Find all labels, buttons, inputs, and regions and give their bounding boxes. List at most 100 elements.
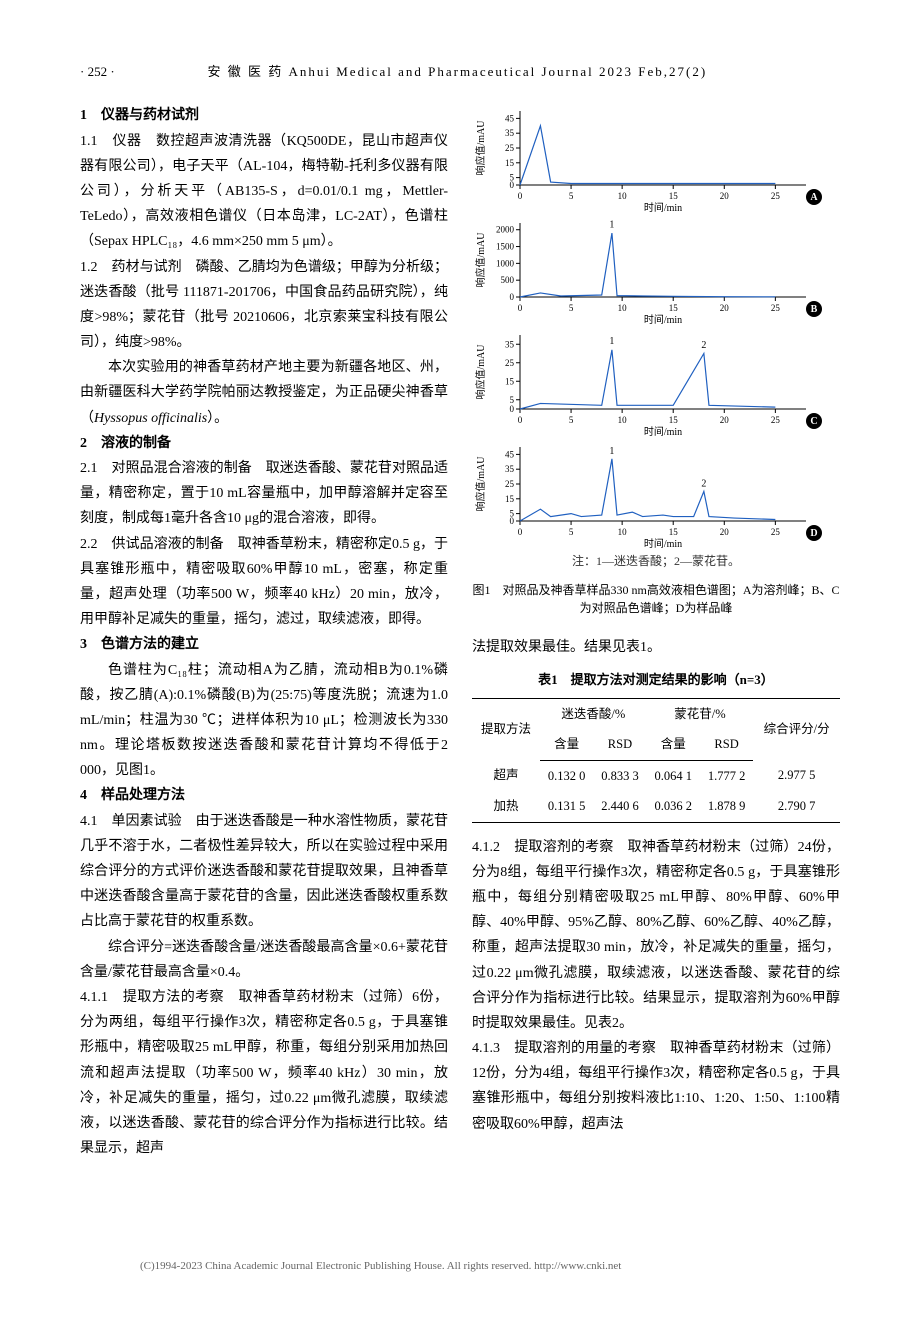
- chromatogram-panel-c: 051015202505152535时间/min响应值/mAU12C: [472, 327, 840, 437]
- after-chart-para: 法提取效果最佳。结果见表1。: [472, 635, 840, 660]
- svg-text:20: 20: [720, 191, 730, 201]
- svg-text:5: 5: [569, 303, 574, 313]
- col-rsd-1: RSD: [593, 729, 646, 760]
- svg-text:时间/min: 时间/min: [644, 201, 682, 213]
- text: ）。: [207, 411, 228, 426]
- svg-text:10: 10: [618, 191, 628, 201]
- svg-text:25: 25: [505, 358, 515, 368]
- svg-text:响应值/mAU: 响应值/mAU: [474, 232, 487, 288]
- svg-text:15: 15: [669, 191, 679, 201]
- svg-text:10: 10: [618, 303, 628, 313]
- svg-text:45: 45: [505, 450, 515, 460]
- svg-text:20: 20: [720, 303, 730, 313]
- svg-text:0: 0: [518, 191, 523, 201]
- section-4-1-2: 4.1.2 提取溶剂的考察 取神香草药材粉末（过筛）24份，分为8组，每组平行操…: [472, 835, 840, 1037]
- col-content-1: 含量: [540, 729, 593, 760]
- section-2-2: 2.2 供试品溶液的制备 取神香草粉末，精密称定0.5 g，于具塞锥形瓶中，精密…: [80, 532, 448, 633]
- section-2-1: 2.1 对照品混合溶液的制备 取迷迭香酸、蒙花苷对照品适量，精密称定，置于10 …: [80, 456, 448, 532]
- svg-text:D: D: [810, 528, 817, 539]
- svg-text:25: 25: [505, 479, 515, 489]
- svg-text:0: 0: [518, 415, 523, 425]
- page-footer: (C)1994-2023 China Academic Journal Elec…: [80, 1257, 840, 1277]
- figure-note: 注：1—迷迭香酸；2—蒙花苷。: [472, 551, 840, 573]
- left-column: 1 仪器与药材试剂 1.1 仪器 数控超声波清洗器（KQ500DE，昆山市超声仪…: [80, 103, 448, 1161]
- section-4-title: 4 样品处理方法: [80, 783, 448, 808]
- section-4-1b: 综合评分=迷迭香酸含量/迷迭香酸最高含量×0.6+蒙花苷含量/蒙花苷最高含量×0…: [80, 935, 448, 985]
- page-header: · 252 · 安 徽 医 药 Anhui Medical and Pharma…: [80, 60, 840, 83]
- svg-text:2: 2: [701, 340, 706, 351]
- svg-text:时间/min: 时间/min: [644, 313, 682, 325]
- svg-text:响应值/mAU: 响应值/mAU: [474, 456, 487, 512]
- svg-text:15: 15: [505, 494, 515, 504]
- svg-text:25: 25: [771, 303, 781, 313]
- svg-text:1: 1: [609, 446, 614, 457]
- table-row: 加热0.131 52.440 60.036 21.878 92.790 7: [472, 791, 840, 822]
- table-cell: 2.977 5: [753, 760, 840, 791]
- table-cell: 2.440 6: [593, 791, 646, 822]
- col-rsd-2: RSD: [700, 729, 753, 760]
- table-cell: 超声: [472, 760, 540, 791]
- figure-1-charts: 05101520250515253545时间/min响应值/mAUA051015…: [472, 103, 840, 549]
- chromatogram-panel-a: 05101520250515253545时间/min响应值/mAUA: [472, 103, 840, 213]
- section-1-2b: 本次实验用的神香草药材产地主要为新疆各地区、州，由新疆医科大学药学院帕丽达教授鉴…: [80, 355, 448, 431]
- svg-text:25: 25: [771, 191, 781, 201]
- svg-text:25: 25: [771, 527, 781, 537]
- table-cell: 0.064 1: [647, 760, 700, 791]
- svg-text:2000: 2000: [496, 225, 515, 235]
- svg-text:5: 5: [569, 527, 574, 537]
- svg-text:45: 45: [505, 114, 515, 124]
- svg-text:0: 0: [510, 404, 515, 414]
- page-number: · 252 ·: [80, 60, 115, 83]
- svg-text:A: A: [810, 192, 818, 203]
- col-content-2: 含量: [647, 729, 700, 760]
- svg-text:响应值/mAU: 响应值/mAU: [474, 120, 487, 176]
- svg-text:5: 5: [569, 415, 574, 425]
- svg-text:响应值/mAU: 响应值/mAU: [474, 344, 487, 400]
- svg-text:10: 10: [618, 415, 628, 425]
- table-cell: 0.833 3: [593, 760, 646, 791]
- table-cell: 0.036 2: [647, 791, 700, 822]
- svg-text:1000: 1000: [496, 259, 515, 269]
- col-score: 综合评分/分: [753, 698, 840, 760]
- section-1-1: 1.1 仪器 数控超声波清洗器（KQ500DE，昆山市超声仪器有限公司），电子天…: [80, 129, 448, 255]
- section-2-title: 2 溶液的制备: [80, 431, 448, 456]
- svg-text:0: 0: [518, 303, 523, 313]
- figure-1-caption: 图1 对照品及神香草样品330 nm高效液相色谱图；A为溶剂峰；B、C为对照品色…: [472, 581, 840, 617]
- svg-text:1: 1: [609, 220, 614, 231]
- svg-text:5: 5: [510, 509, 515, 519]
- table-cell: 0.131 5: [540, 791, 593, 822]
- svg-text:B: B: [811, 304, 818, 315]
- section-3-title: 3 色谱方法的建立: [80, 632, 448, 657]
- svg-text:35: 35: [505, 465, 515, 475]
- section-1-title: 1 仪器与药材试剂: [80, 103, 448, 128]
- table-cell: 加热: [472, 791, 540, 822]
- chromatogram-panel-b: 05101520250500100015002000时间/min响应值/mAU1…: [472, 215, 840, 325]
- table-cell: 0.132 0: [540, 760, 593, 791]
- table-1-caption: 表1 提取方法对测定结果的影响（n=3）: [472, 668, 840, 691]
- svg-text:时间/min: 时间/min: [644, 537, 682, 549]
- svg-text:5: 5: [510, 395, 515, 405]
- section-1-2: 1.2 药材与试剂 磷酸、乙腈均为色谱级；甲醇为分析级；迷迭香酸（批号 1118…: [80, 255, 448, 356]
- svg-text:15: 15: [505, 158, 515, 168]
- chromatogram-panel-d: 05101520250515253545时间/min响应值/mAU12D: [472, 439, 840, 549]
- svg-text:1: 1: [609, 336, 614, 347]
- svg-text:25: 25: [505, 143, 515, 153]
- svg-text:10: 10: [618, 527, 628, 537]
- journal-name: 安 徽 医 药 Anhui Medical and Pharmaceutical…: [208, 60, 708, 83]
- svg-text:时间/min: 时间/min: [644, 425, 682, 437]
- svg-text:15: 15: [669, 415, 679, 425]
- svg-text:15: 15: [669, 527, 679, 537]
- svg-text:2: 2: [701, 479, 706, 490]
- table-row: 超声0.132 00.833 30.064 11.777 22.977 5: [472, 760, 840, 791]
- col-group-2: 蒙花苷/%: [647, 698, 754, 729]
- svg-text:15: 15: [669, 303, 679, 313]
- svg-text:20: 20: [720, 527, 730, 537]
- table-1: 提取方法 迷迭香酸/% 蒙花苷/% 综合评分/分 含量 RSD 含量 RSD 超…: [472, 698, 840, 823]
- col-group-1: 迷迭香酸/%: [540, 698, 647, 729]
- svg-text:5: 5: [510, 173, 515, 183]
- right-column: 05101520250515253545时间/min响应值/mAUA051015…: [472, 103, 840, 1161]
- svg-text:C: C: [810, 416, 817, 427]
- svg-text:25: 25: [771, 415, 781, 425]
- svg-text:1500: 1500: [496, 242, 515, 252]
- svg-text:500: 500: [501, 276, 515, 286]
